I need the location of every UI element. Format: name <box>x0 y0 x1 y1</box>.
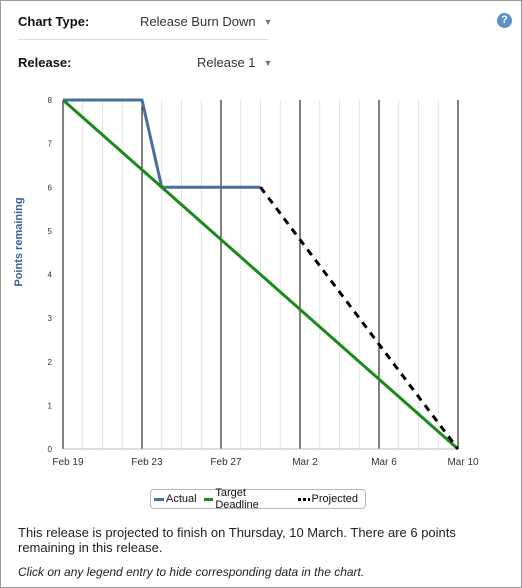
y-tick-label: 5 <box>48 227 53 236</box>
legend-item-projected[interactable]: Projected <box>298 493 358 505</box>
y-tick-label: 8 <box>48 96 53 105</box>
legend-label-actual: Actual <box>166 493 197 505</box>
x-tick-label: Mar 2 <box>292 457 318 468</box>
legend-item-target-deadline[interactable]: Target Deadline <box>204 487 291 511</box>
x-tick-label: Feb 23 <box>131 457 163 468</box>
y-tick-label: 1 <box>48 401 53 410</box>
hint-text: Click on any legend entry to hide corres… <box>18 565 364 579</box>
summary-text: This release is projected to finish on T… <box>18 525 508 555</box>
y-axis-label: Points remaining <box>13 197 25 286</box>
legend-item-actual[interactable]: Actual <box>154 493 197 505</box>
chart-legend: Actual Target Deadline Projected <box>150 489 366 509</box>
y-tick-label: 6 <box>48 183 53 192</box>
legend-swatch-target-deadline <box>204 498 214 501</box>
x-tick-label: Feb 27 <box>210 457 242 468</box>
y-tick-label: 7 <box>48 140 53 149</box>
y-tick-label: 0 <box>48 445 53 454</box>
legend-label-projected: Projected <box>312 493 358 505</box>
x-tick-label: Mar 6 <box>371 457 397 468</box>
legend-swatch-actual <box>154 498 164 501</box>
x-axis-ticks: Feb 19 Feb 23 Feb 27 Mar 2 Mar 6 Mar 10 <box>52 457 479 468</box>
y-tick-label: 3 <box>48 314 53 323</box>
legend-swatch-projected <box>298 498 310 501</box>
y-tick-label: 4 <box>48 271 53 280</box>
legend-label-target-deadline: Target Deadline <box>215 487 290 511</box>
x-tick-label: Mar 10 <box>447 457 479 468</box>
y-axis-ticks: 0 1 2 3 4 5 6 7 8 <box>48 96 53 454</box>
x-tick-label: Feb 19 <box>52 457 84 468</box>
y-tick-label: 2 <box>48 358 53 367</box>
